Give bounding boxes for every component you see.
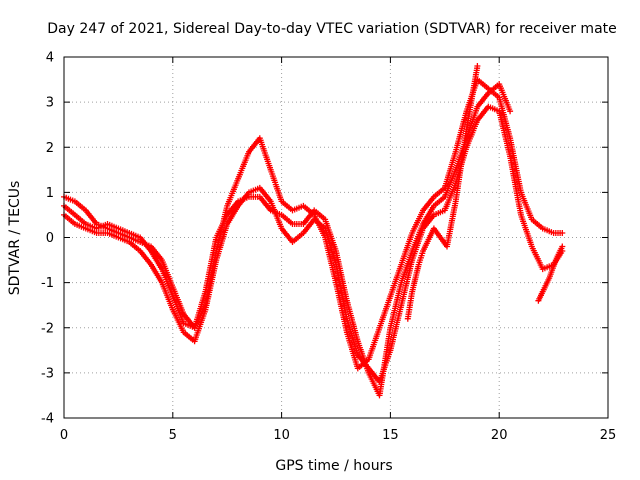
y-tick-label: 4: [46, 51, 54, 66]
x-tick-label: 0: [60, 428, 68, 443]
y-tick-label: 1: [46, 186, 54, 201]
y-tick-label: -2: [41, 321, 54, 336]
series-markers: [535, 243, 566, 304]
x-axis-label: GPS time / hours: [275, 458, 392, 474]
y-tick-label: 2: [46, 141, 54, 156]
plot-frame: [63, 56, 609, 419]
chart-title: Day 247 of 2021, Sidereal Day-to-day VTE…: [47, 21, 617, 37]
y-tick-label: 0: [46, 231, 54, 246]
series-track-4: [404, 63, 481, 322]
y-axis-label: SDTVAR / TECUs: [7, 181, 23, 296]
y-tick-label: -4: [41, 412, 54, 427]
x-tick-label: 10: [273, 428, 290, 443]
series-markers: [404, 63, 481, 322]
y-tick-label: -3: [41, 366, 54, 381]
x-tick-label: 20: [491, 428, 508, 443]
y-tick-label: -1: [41, 276, 54, 291]
x-tick-label: 15: [382, 428, 399, 443]
series-track-5: [535, 243, 566, 304]
x-tick-label: 25: [600, 428, 617, 443]
x-tick-label: 5: [169, 428, 177, 443]
y-tick-label: 3: [46, 96, 54, 111]
